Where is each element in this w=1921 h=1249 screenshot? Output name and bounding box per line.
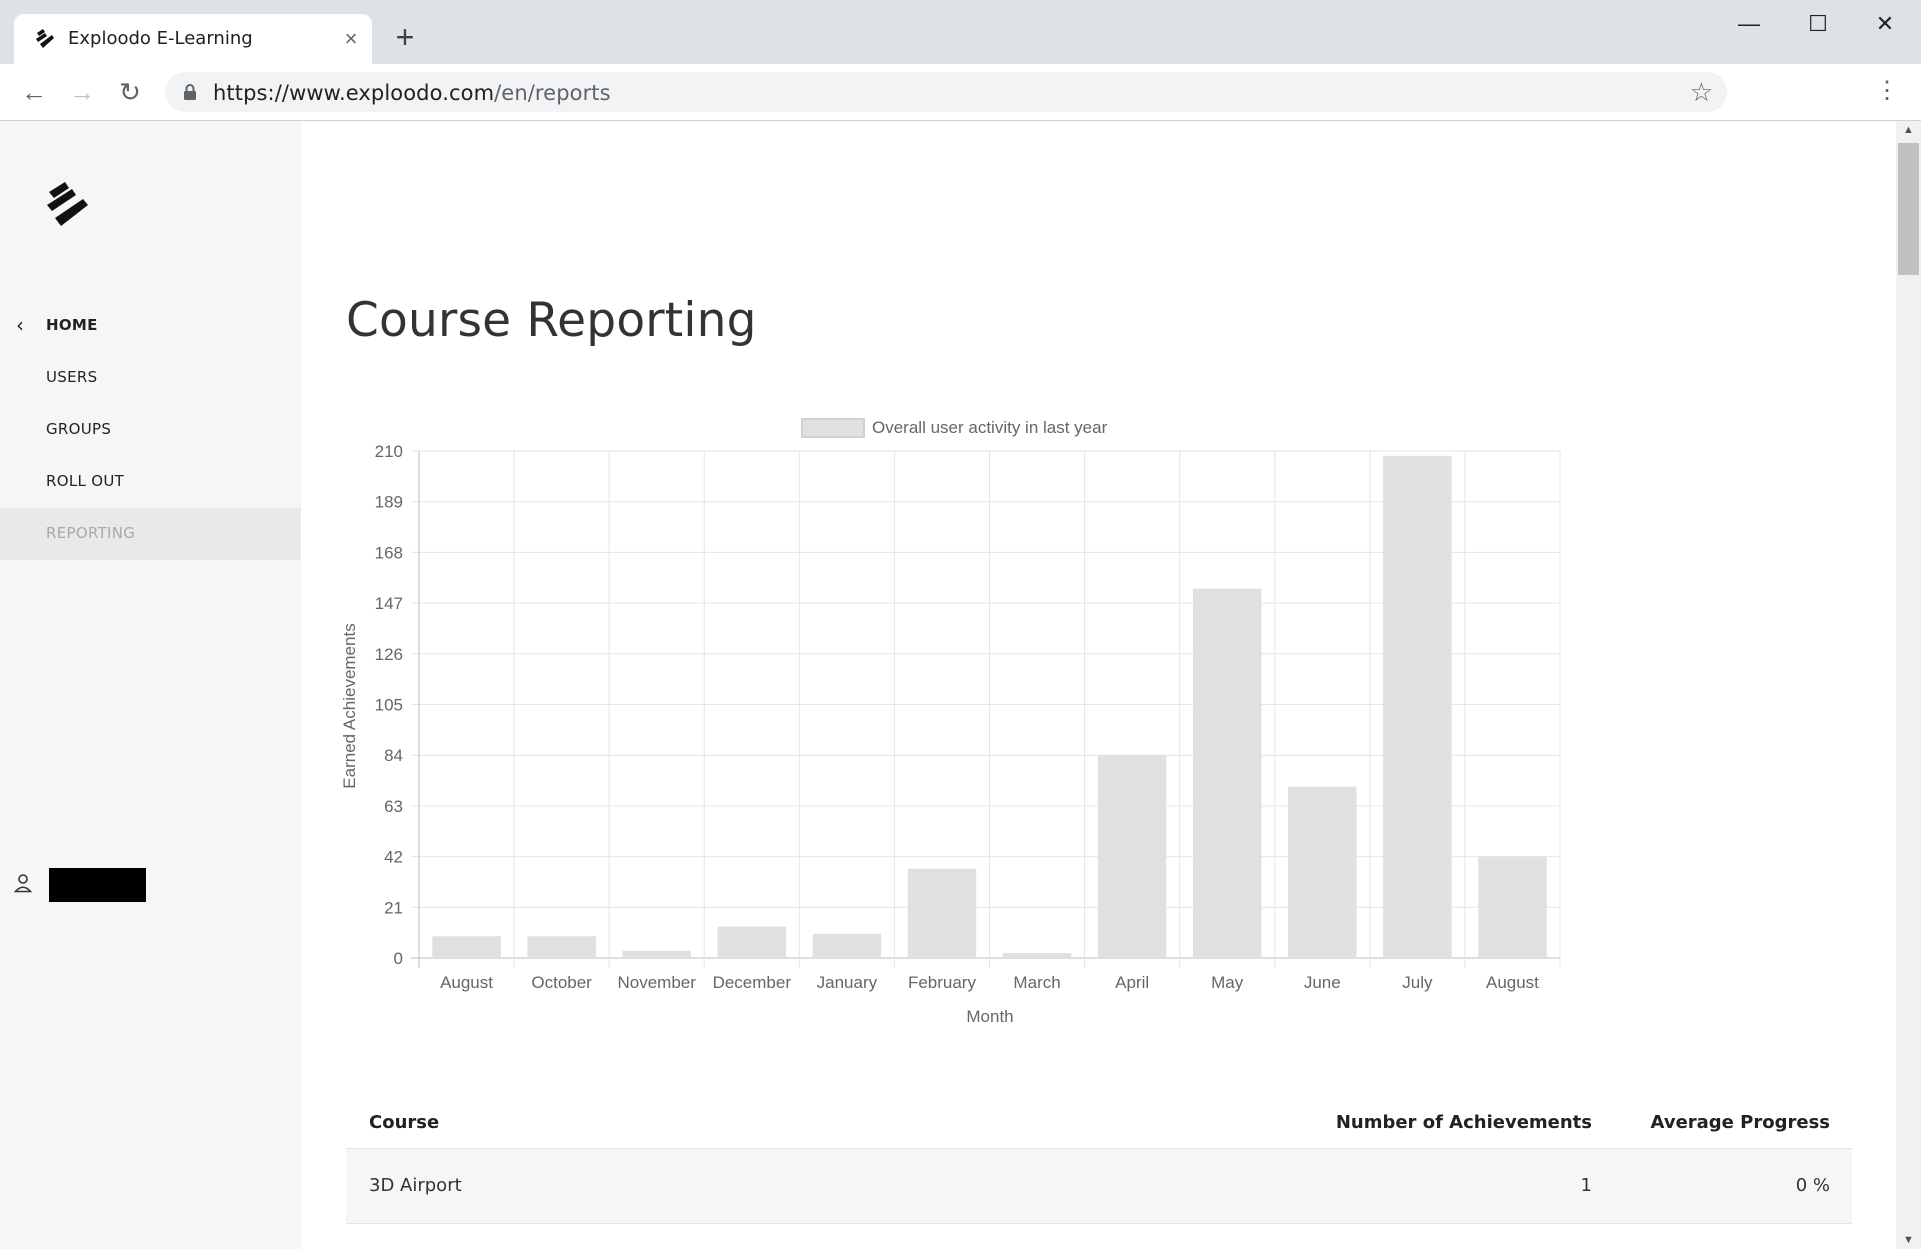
page-title: Course Reporting [346, 293, 757, 348]
legend-swatch [801, 418, 865, 438]
chevron-left-icon: ‹ [16, 313, 25, 337]
page-scrollbar[interactable]: ▲ ▼ [1896, 121, 1921, 1249]
back-icon[interactable]: ← [21, 77, 47, 107]
forward-icon[interactable]: → [69, 77, 95, 107]
browser-menu-icon[interactable]: ⋮ [1875, 77, 1899, 104]
sidebar-item-label: REPORTING [46, 524, 136, 542]
y-tick-label: 42 [384, 848, 403, 867]
user-icon[interactable] [14, 873, 32, 893]
sidebar [0, 121, 301, 1249]
url-text: https://www.exploodo.com/en/reports [213, 81, 611, 105]
sidebar-item-reporting[interactable]: REPORTING [0, 508, 301, 560]
table-row[interactable]: 3D Airport 1 0 % [346, 1149, 1852, 1224]
column-header-course[interactable]: Course [369, 1112, 440, 1133]
cell-course: 3D Airport [369, 1175, 462, 1196]
x-tick-label: April [1115, 973, 1149, 992]
url-path: /en/reports [494, 81, 611, 105]
y-axis-label: Earned Achievements [340, 623, 359, 788]
chart-grid [411, 450, 1561, 968]
chart-x-ticks: August October November December January Febr… [440, 973, 1539, 992]
y-tick-label: 126 [375, 645, 403, 664]
bar [1288, 786, 1357, 958]
cell-progress: 0 % [1795, 1175, 1830, 1196]
x-tick-label: February [908, 973, 977, 992]
x-tick-label: August [440, 973, 493, 992]
y-tick-label: 147 [375, 594, 403, 613]
x-axis-label: Month [966, 1007, 1013, 1026]
close-tab-icon[interactable]: × [344, 26, 358, 51]
exploodo-favicon-icon [36, 29, 54, 48]
bar [1097, 755, 1167, 958]
bookmark-star-icon[interactable]: ☆ [1689, 77, 1713, 107]
y-tick-label: 63 [384, 797, 403, 816]
y-tick-label: 0 [394, 949, 403, 968]
y-tick-label: 105 [375, 696, 403, 715]
course-table-header: Course Number of Achievements Average Pr… [346, 1098, 1852, 1149]
minimize-icon[interactable]: — [1738, 11, 1760, 36]
scroll-up-icon[interactable]: ▲ [1903, 124, 1914, 136]
bar [812, 933, 882, 958]
bar [907, 868, 977, 958]
reload-icon[interactable]: ↻ [119, 77, 141, 107]
x-tick-label: July [1402, 973, 1433, 992]
sidebar-item-label: GROUPS [46, 420, 112, 438]
scroll-down-icon[interactable]: ▼ [1903, 1234, 1914, 1246]
bar [1478, 856, 1547, 958]
url-host: https://www.exploodo.com [213, 81, 495, 105]
browser-tab[interactable]: Exploodo E-Learning × [14, 14, 372, 64]
bar [527, 936, 596, 958]
sidebar-item-users[interactable]: USERS [0, 352, 301, 404]
address-bar[interactable]: https://www.exploodo.com/en/reports ☆ [165, 72, 1727, 112]
maximize-icon[interactable]: ☐ [1808, 11, 1828, 36]
sidebar-item-roll-out[interactable]: ROLL OUT [0, 456, 301, 508]
exploodo-logo-icon[interactable] [45, 180, 95, 232]
x-tick-label: January [817, 973, 878, 992]
bar [432, 936, 501, 958]
y-tick-label: 210 [375, 442, 403, 461]
browser-toolbar: ← → ↻ https://www.exploodo.com/en/report… [0, 64, 1921, 121]
cell-achievements: 1 [1580, 1175, 1592, 1196]
y-tick-label: 84 [384, 746, 403, 765]
x-tick-label: May [1211, 973, 1244, 992]
sidebar-item-label: HOME [46, 316, 98, 334]
bar [717, 926, 787, 958]
browser-titlebar: Exploodo E-Learning × + — ☐ ✕ [0, 0, 1921, 64]
bar [622, 950, 691, 958]
sidebar-item-label: ROLL OUT [46, 472, 125, 490]
tab-title: Exploodo E-Learning [68, 28, 253, 49]
lock-icon [184, 84, 196, 100]
scroll-thumb[interactable] [1898, 143, 1919, 275]
sidebar-item-label: USERS [46, 368, 98, 386]
y-tick-label: 189 [375, 493, 403, 512]
chart-bars [432, 455, 1547, 958]
x-tick-label: December [713, 973, 792, 992]
x-tick-label: June [1304, 973, 1341, 992]
y-tick-label: 168 [375, 543, 403, 562]
column-header-achievements[interactable]: Number of Achievements [1335, 1112, 1592, 1133]
sidebar-item-groups[interactable]: GROUPS [0, 404, 301, 456]
column-header-progress[interactable]: Average Progress [1650, 1112, 1830, 1133]
bar [1383, 455, 1452, 958]
new-tab-icon[interactable]: + [395, 19, 415, 55]
bar [1002, 953, 1072, 958]
chart-y-ticks: 0 21 42 63 84 105 126 147 168 189 210 [375, 442, 403, 968]
bar [1192, 588, 1262, 958]
legend-label: Overall user activity in last year [872, 418, 1108, 437]
x-tick-label: March [1013, 973, 1060, 992]
redacted-user-name[interactable] [49, 868, 146, 902]
y-tick-label: 21 [384, 898, 403, 917]
x-tick-label: August [1486, 973, 1539, 992]
x-tick-label: November [617, 973, 696, 992]
activity-bar-chart: 0 21 42 63 84 105 126 147 168 189 210 August Octobe… [340, 418, 1561, 1026]
sidebar-item-home[interactable]: ‹ HOME [0, 300, 301, 352]
x-tick-label: October [531, 973, 592, 992]
close-window-icon[interactable]: ✕ [1875, 11, 1895, 36]
